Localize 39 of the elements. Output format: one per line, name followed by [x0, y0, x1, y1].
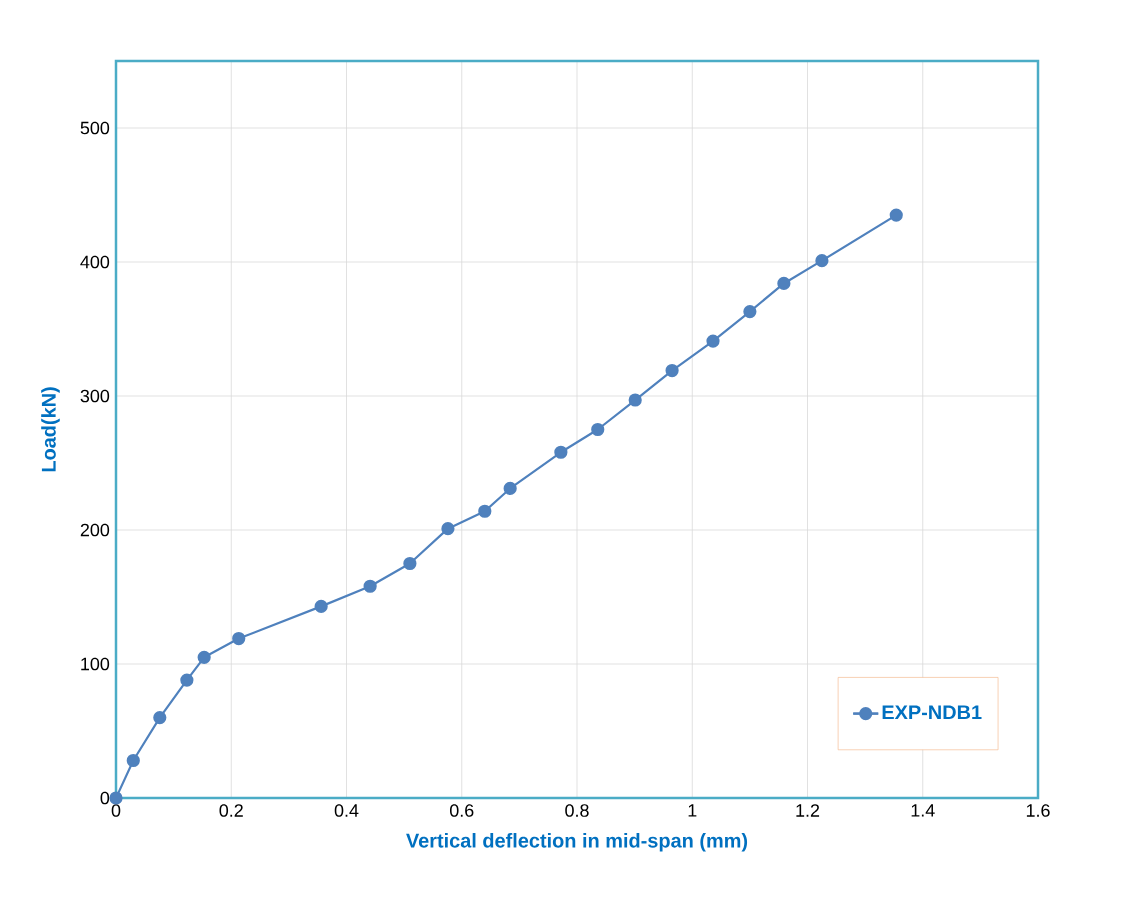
x-tick-label: 0.8 — [565, 804, 589, 817]
point — [889, 208, 903, 222]
point — [153, 711, 167, 725]
point — [591, 422, 605, 437]
point — [363, 579, 377, 593]
point — [180, 673, 194, 687]
x-tick-label: 1 — [688, 804, 697, 817]
x-tick-label: 1.6 — [1026, 804, 1050, 817]
point — [706, 334, 720, 348]
y-tick-label: 100 — [81, 657, 110, 671]
point — [232, 631, 246, 646]
x-tick-label: 1.4 — [911, 804, 935, 817]
point — [403, 556, 417, 571]
y-tick-label: 300 — [80, 389, 110, 403]
point — [314, 599, 328, 613]
y-tick-label: 400 — [80, 255, 110, 269]
point — [503, 481, 517, 496]
point — [197, 650, 211, 664]
point — [441, 522, 455, 536]
point — [478, 504, 492, 518]
y-tick-label: 500 — [80, 121, 110, 135]
legend-label: EXP-NDB1 — [882, 705, 982, 720]
x-tick-label: 0.4 — [334, 804, 359, 817]
y-tick-label: 200 — [80, 523, 110, 537]
point — [815, 254, 829, 268]
x-axis-title: Vertical deflection in mid-span (mm) — [406, 833, 748, 852]
point — [109, 791, 123, 805]
y-axis-title: Load(kN) — [41, 387, 60, 472]
x-tick-label: 0 — [111, 804, 121, 817]
point — [126, 753, 140, 768]
point — [743, 304, 757, 319]
point — [554, 445, 568, 459]
point — [665, 363, 679, 378]
y-tick-label: 0 — [100, 791, 110, 805]
x-tick-label: 0.2 — [219, 804, 243, 817]
point — [628, 393, 642, 407]
x-tick-label: 1.2 — [796, 804, 820, 817]
point — [777, 276, 791, 291]
x-tick-label: 0.6 — [449, 804, 474, 817]
